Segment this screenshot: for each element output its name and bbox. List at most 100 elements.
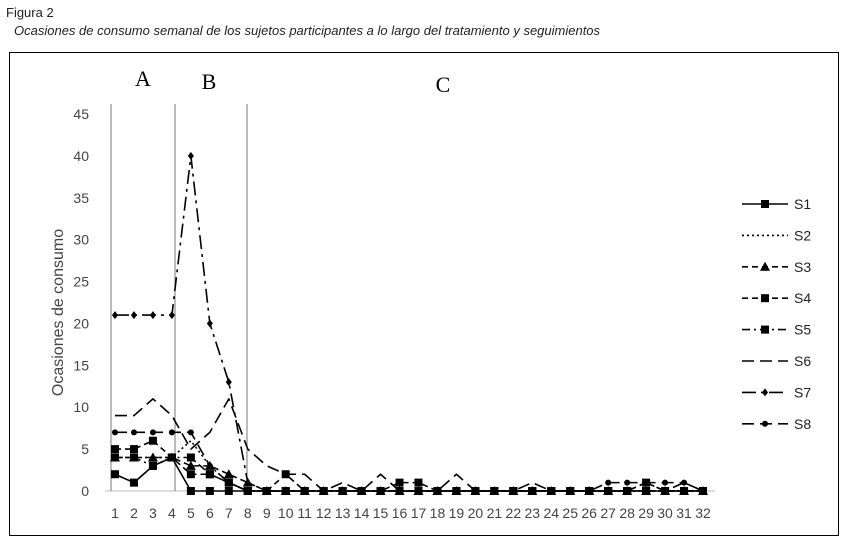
figure-label: Figura 2: [6, 5, 54, 20]
x-tick-label: 14: [354, 505, 370, 521]
x-tick-label: 17: [411, 505, 427, 521]
x-tick-label: 21: [487, 505, 503, 521]
legend-label-s1: S1: [794, 196, 811, 212]
legend-label-s8: S8: [794, 416, 811, 432]
legend-label-s2: S2: [794, 227, 811, 243]
data-point-s8: [263, 488, 270, 494]
y-axis-title: Ocasiones de consumo: [50, 229, 67, 396]
x-tick-label: 12: [316, 505, 332, 521]
y-tick-label: 20: [73, 315, 89, 331]
data-point-s5: [111, 453, 119, 462]
legend-marker-s5: [761, 325, 769, 334]
data-point-s3: [223, 469, 234, 479]
y-tick-label: 35: [73, 190, 89, 206]
x-tick-label: 3: [149, 505, 157, 521]
data-point-s7: [112, 311, 118, 320]
x-tick-label: 19: [449, 505, 465, 521]
legend-marker-s8: [762, 420, 768, 427]
legend-marker-s3: [760, 261, 770, 271]
data-point-s7: [206, 319, 213, 328]
data-point-s8: [149, 429, 156, 436]
data-point-s1: [111, 470, 119, 479]
data-point-s8: [206, 462, 213, 469]
data-point-s8: [168, 429, 175, 436]
x-tick-label: 8: [244, 505, 252, 521]
data-point-s7: [624, 487, 631, 495]
data-point-s8: [130, 429, 137, 436]
data-point-s8: [567, 488, 574, 494]
x-tick-label: 24: [543, 505, 559, 521]
phase-label-b: B: [202, 69, 217, 94]
data-point-s8: [472, 488, 479, 494]
x-tick-label: 22: [506, 505, 522, 521]
y-tick-label: 40: [73, 148, 89, 164]
data-point-s8: [605, 479, 612, 486]
y-tick-label: 30: [73, 232, 89, 248]
x-tick-label: 1: [111, 505, 119, 521]
x-tick-label: 7: [225, 505, 233, 521]
legend-marker-s4: [761, 294, 769, 303]
data-point-s8: [187, 429, 194, 436]
y-tick-label: 15: [73, 357, 89, 373]
series-line-s4: [115, 439, 703, 492]
x-tick-label: 28: [619, 505, 635, 521]
legend-marker-s7: [762, 388, 768, 397]
data-point-s8: [434, 488, 441, 494]
data-point-s7: [643, 487, 650, 495]
data-point-s8: [358, 488, 365, 494]
data-point-s8: [624, 479, 631, 486]
x-tick-label: 10: [278, 505, 294, 521]
y-tick-label: 10: [73, 399, 89, 415]
data-point-s5: [129, 453, 138, 462]
x-tick-label: 11: [297, 505, 312, 521]
x-tick-label: 15: [373, 505, 389, 521]
legend-label-s7: S7: [794, 384, 811, 400]
data-point-s4: [148, 436, 157, 445]
x-tick-label: 9: [263, 505, 271, 521]
data-point-s4: [395, 478, 404, 487]
data-point-s7: [605, 487, 612, 495]
data-point-s8: [643, 479, 650, 486]
data-point-s3: [147, 452, 158, 462]
data-point-s8: [225, 479, 232, 486]
data-point-s8: [415, 488, 422, 494]
data-point-s8: [510, 488, 517, 494]
data-point-s8: [453, 488, 460, 494]
x-tick-label: 20: [468, 505, 484, 521]
data-point-s7: [225, 378, 232, 387]
data-point-s8: [700, 488, 706, 494]
data-point-s5: [205, 470, 214, 479]
data-point-s8: [681, 479, 688, 486]
x-tick-label: 13: [335, 505, 351, 521]
x-tick-label: 30: [657, 505, 673, 521]
data-point-s5: [167, 453, 176, 462]
data-point-s8: [339, 488, 346, 494]
y-tick-label: 25: [73, 274, 89, 290]
x-tick-label: 27: [600, 505, 616, 521]
data-point-s5: [148, 461, 157, 470]
legend-marker-s1: [761, 200, 769, 208]
data-point-s8: [662, 479, 669, 486]
legend-label-s3: S3: [794, 259, 811, 275]
data-point-s1: [129, 478, 138, 487]
phase-label-c: C: [436, 72, 451, 97]
data-point-s8: [301, 488, 308, 494]
data-point-s5: [186, 453, 195, 462]
x-tick-label: 4: [168, 505, 176, 521]
x-tick-label: 5: [187, 505, 195, 521]
x-tick-label: 32: [695, 505, 711, 521]
data-point-s8: [282, 488, 289, 494]
x-tick-label: 25: [562, 505, 578, 521]
data-point-s8: [320, 488, 327, 494]
data-point-s8: [396, 488, 403, 494]
data-point-s8: [491, 488, 498, 494]
data-point-s1: [186, 487, 195, 495]
y-tick-label: 5: [81, 441, 89, 457]
data-point-s4: [111, 445, 119, 454]
series-line-s6: [115, 398, 704, 492]
data-point-s1: [224, 487, 233, 495]
legend-label-s6: S6: [794, 353, 811, 369]
data-point-s4: [414, 478, 423, 487]
data-point-s8: [244, 488, 251, 494]
